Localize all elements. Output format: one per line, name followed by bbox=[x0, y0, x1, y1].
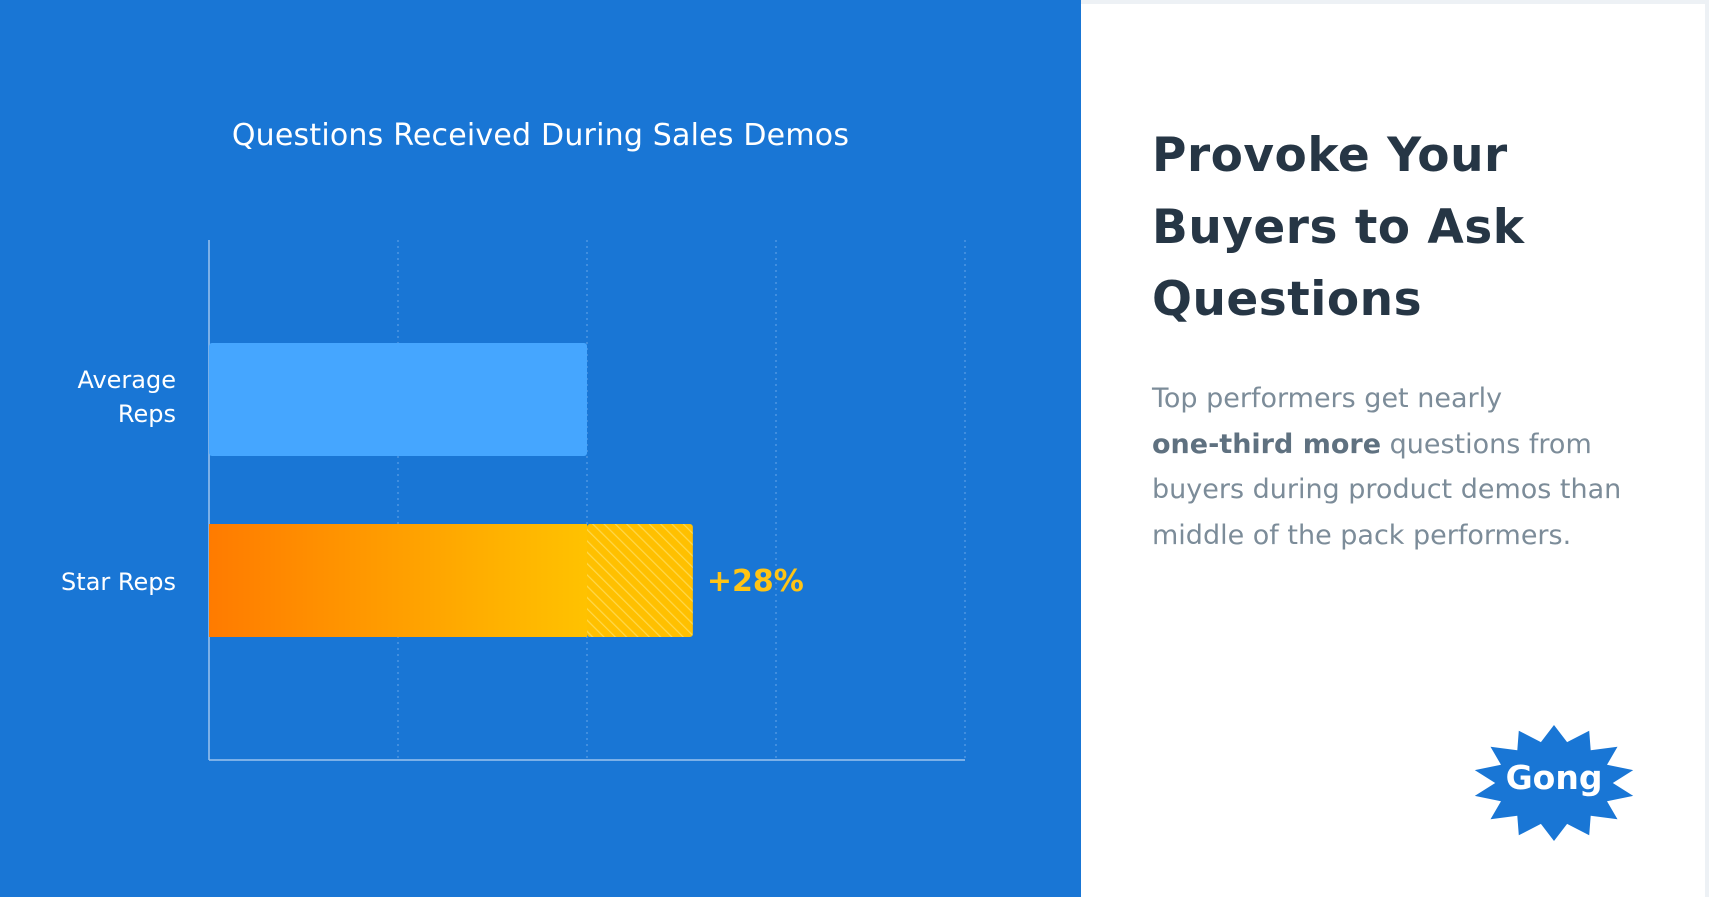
chart-panel: Questions Received During Sales Demos Av… bbox=[0, 0, 1081, 897]
bar-chart: Average Reps Star Reps +28% bbox=[61, 240, 966, 761]
body-text-rest: questions from buyers during product dem… bbox=[1152, 428, 1622, 551]
delta-annotation: +28% bbox=[707, 564, 804, 599]
category-label-average-reps-line-1: Average bbox=[77, 366, 176, 394]
bar-star-reps bbox=[209, 524, 587, 637]
body-text-emphasis: one-third more bbox=[1152, 428, 1382, 460]
category-label-star-reps: Star Reps bbox=[61, 568, 176, 596]
starburst-icon bbox=[1474, 725, 1634, 841]
bar-average-reps bbox=[209, 343, 587, 456]
text-panel: Provoke Your Buyers to Ask Questions Top… bbox=[1081, 0, 1709, 897]
chart-title: Questions Received During Sales Demos bbox=[231, 118, 850, 153]
body-text-lead: Top performers get nearly bbox=[1152, 383, 1503, 414]
gong-logo: Gong bbox=[1467, 722, 1641, 844]
headline: Provoke Your Buyers to Ask Questions bbox=[1152, 128, 1525, 327]
body-text: Top performers get nearly one-third more … bbox=[1152, 376, 1622, 558]
logo-text: Gong bbox=[1505, 758, 1603, 797]
category-label-average-reps-line-2: Reps bbox=[118, 400, 176, 428]
bar-star-reps-increase bbox=[587, 524, 693, 637]
